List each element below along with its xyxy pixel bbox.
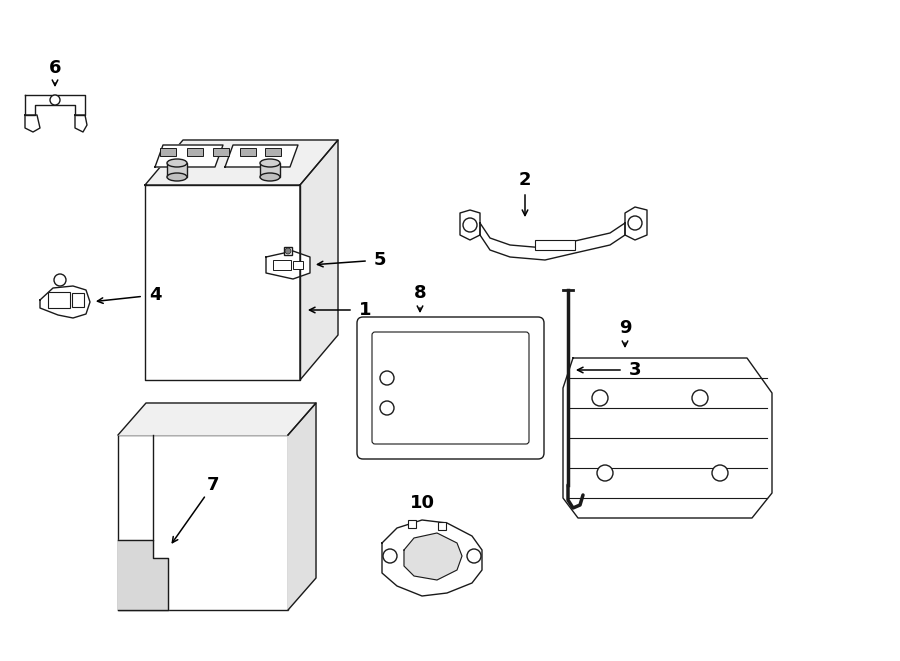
Text: 6: 6 [49,59,61,77]
Polygon shape [460,210,480,240]
Circle shape [380,371,394,385]
Polygon shape [300,140,338,380]
Bar [167,163,187,177]
Polygon shape [288,403,316,610]
Circle shape [285,248,291,254]
Bar [118,435,288,610]
Bar [535,240,575,250]
Polygon shape [225,145,298,167]
Text: 7: 7 [207,476,220,494]
Bar [260,163,280,177]
Polygon shape [382,520,482,596]
Circle shape [54,274,66,286]
Circle shape [712,465,728,481]
Text: 3: 3 [629,361,641,379]
Ellipse shape [260,173,280,181]
Bar [72,293,84,307]
Bar [187,148,203,156]
Text: 4: 4 [148,286,161,304]
Polygon shape [404,533,462,580]
Polygon shape [563,358,772,518]
Bar [438,522,446,530]
Text: 8: 8 [414,284,427,302]
Polygon shape [25,115,40,132]
Polygon shape [480,223,625,260]
Text: 9: 9 [619,319,631,337]
Text: 5: 5 [374,251,386,269]
Ellipse shape [167,173,187,181]
Circle shape [592,390,608,406]
Bar [284,247,292,255]
Bar [265,148,281,156]
Polygon shape [145,185,300,380]
Bar [408,520,416,528]
Bar [48,292,70,308]
Polygon shape [40,286,90,318]
Ellipse shape [260,159,280,167]
Polygon shape [625,207,647,240]
Circle shape [50,95,60,105]
Polygon shape [155,145,223,167]
Text: 1: 1 [359,301,371,319]
Circle shape [380,401,394,415]
Polygon shape [118,540,168,610]
Polygon shape [75,115,87,132]
Circle shape [383,549,397,563]
FancyBboxPatch shape [372,332,529,444]
Polygon shape [266,251,310,279]
Polygon shape [25,95,85,115]
Circle shape [463,218,477,232]
Bar [293,261,303,269]
Circle shape [692,390,708,406]
Circle shape [628,216,642,230]
Polygon shape [118,403,316,435]
Text: 10: 10 [410,494,435,512]
Text: 2: 2 [518,171,531,189]
Ellipse shape [167,159,187,167]
Bar [240,148,256,156]
Bar [213,148,229,156]
FancyBboxPatch shape [357,317,544,459]
Circle shape [597,465,613,481]
Polygon shape [145,140,338,185]
Bar [160,148,176,156]
Bar [273,260,291,270]
Circle shape [467,549,481,563]
